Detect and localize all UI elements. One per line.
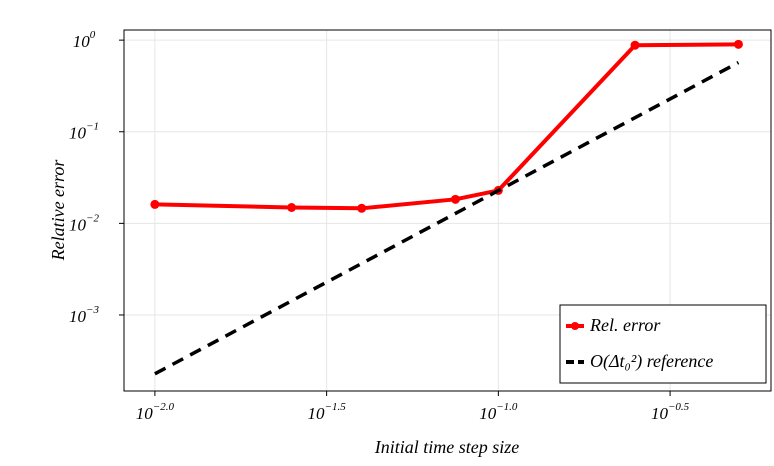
plot-frame bbox=[123, 29, 772, 392]
series-line bbox=[154, 60, 740, 376]
y-tick-label: 10−3 bbox=[69, 304, 99, 326]
y-tick-label: 10−1 bbox=[69, 120, 99, 142]
legend-marker bbox=[571, 322, 579, 330]
legend-box bbox=[559, 304, 767, 384]
x-tick-label: 10−0.5 bbox=[651, 401, 690, 423]
y-tick-label: 100 bbox=[73, 29, 96, 51]
x-axis-label: Initial time step size bbox=[374, 437, 519, 457]
y-axis-label: Relative error bbox=[48, 159, 68, 262]
legend-label: Rel. error bbox=[589, 315, 661, 335]
legend-label: O(Δt₀²) reference bbox=[590, 351, 713, 372]
data-point bbox=[733, 39, 743, 49]
data-point bbox=[450, 194, 460, 204]
data-point bbox=[150, 199, 160, 209]
y-tick-label: 10−2 bbox=[69, 212, 99, 234]
data-point bbox=[287, 202, 297, 212]
x-tick-label: 10−1.0 bbox=[479, 401, 518, 423]
data-point bbox=[357, 203, 367, 213]
x-tick-label: 10−1.5 bbox=[308, 401, 347, 423]
data-point bbox=[630, 40, 640, 50]
x-tick-label: 10−2.0 bbox=[136, 401, 175, 423]
